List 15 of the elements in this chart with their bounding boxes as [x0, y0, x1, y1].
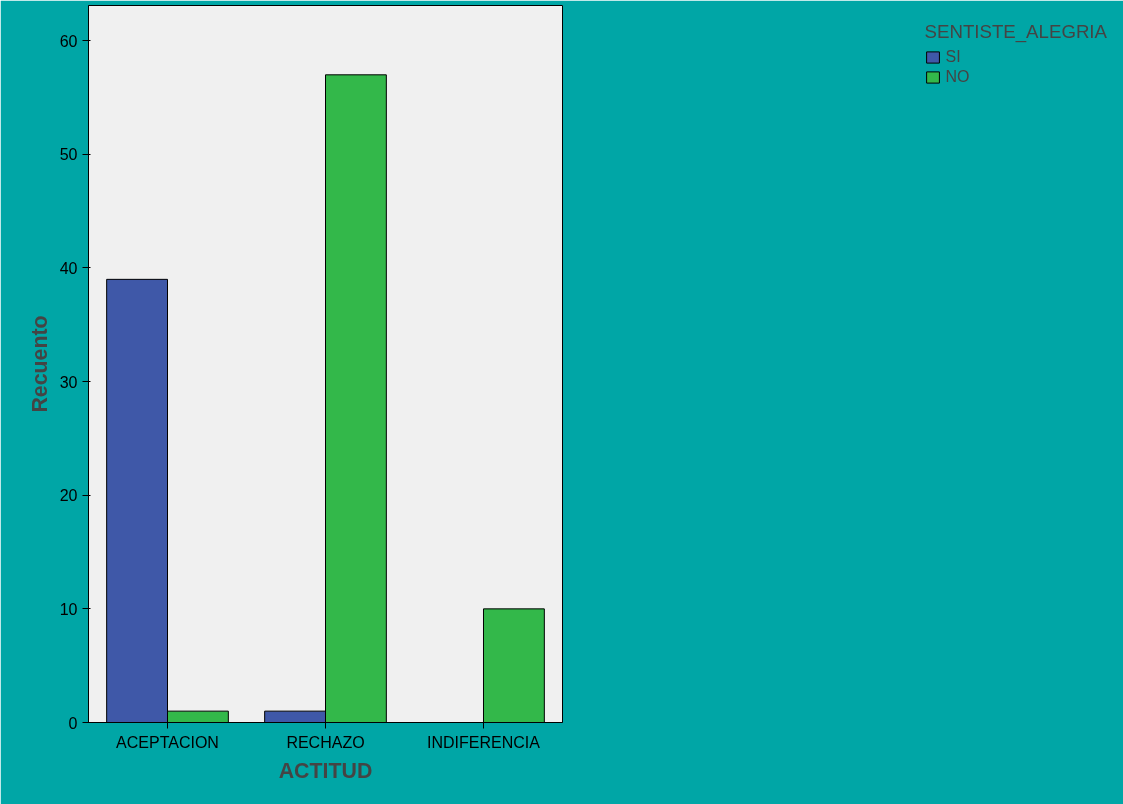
x-axis-title: ACTITUD	[278, 758, 373, 783]
y-tick-label: 60	[59, 32, 78, 50]
y-axis-title: Recuento	[27, 315, 52, 413]
y-tick-label: 30	[59, 373, 78, 391]
legend-title: SENTISTE_ALEGRIA	[924, 21, 1107, 43]
legend-label: NO	[945, 68, 970, 86]
x-tick-label: INDIFERENCIA	[427, 733, 541, 751]
y-tick-label: 50	[59, 146, 78, 164]
y-tick-label: 20	[59, 487, 78, 505]
x-tick-label: RECHAZO	[286, 733, 365, 751]
legend-label: SI	[945, 48, 962, 66]
y-tick-label: 0	[68, 714, 78, 732]
y-tick-label: 10	[59, 600, 78, 618]
x-tick-label: ACEPTACION	[116, 733, 219, 751]
y-tick-label: 40	[59, 259, 78, 277]
